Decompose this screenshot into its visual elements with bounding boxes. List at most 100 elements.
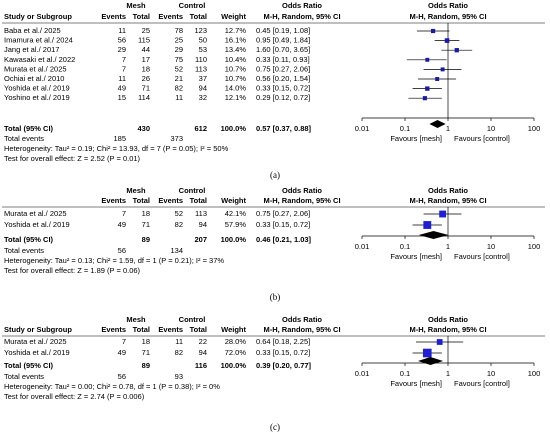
mesh-events: 7 <box>122 337 126 346</box>
header: Events <box>101 12 126 21</box>
header: Mesh <box>126 315 146 324</box>
study-name: Yoshida et al./ 2019 <box>4 84 70 93</box>
weight: 16.1% <box>225 36 247 45</box>
mesh-total: 18 <box>142 337 150 346</box>
events-control: 373 <box>170 134 183 143</box>
control-events: 82 <box>175 220 183 229</box>
control-events: 21 <box>175 74 183 83</box>
total-name: Total (95% CI) <box>4 361 54 370</box>
mesh-events: 15 <box>118 93 126 102</box>
events-mesh: 185 <box>113 134 126 143</box>
mesh-events: 7 <box>122 209 126 218</box>
total-weight: 100.0% <box>221 361 247 370</box>
header: Control <box>179 315 206 324</box>
estimate: 0.33 [0.15, 0.72] <box>256 348 310 357</box>
or-square <box>430 28 436 34</box>
study-name: Ochiai et al./ 2010 <box>4 74 64 83</box>
study-name: Murata et al./ 2025 <box>4 337 67 346</box>
x-tick-label: 0.1 <box>400 242 410 251</box>
estimate: 0.45 [0.19, 1.08] <box>256 26 310 35</box>
total-mesh: 89 <box>142 235 150 244</box>
header: Study or Subgroup <box>4 325 72 334</box>
events-control: 134 <box>170 246 183 255</box>
estimate: 0.29 [0.12, 0.72] <box>256 93 310 102</box>
mesh-events: 49 <box>118 84 126 93</box>
mesh-events: 11 <box>118 26 126 35</box>
mesh-total: 18 <box>142 64 150 73</box>
study-name: Murata et al./ 2025 <box>4 64 67 73</box>
header: Study or Subgroup <box>4 12 72 21</box>
x-tick-label: 1 <box>446 124 450 133</box>
or-square <box>439 210 447 218</box>
header: Events <box>158 325 183 334</box>
header: M-H, Random, 95% CI <box>263 325 340 334</box>
weight: 28.0% <box>225 337 247 346</box>
heterogeneity: Heterogeneity: Tau² = 0.00; Chi² = 0.78,… <box>4 382 220 391</box>
or-square <box>423 221 432 229</box>
events-control: 93 <box>175 372 183 381</box>
total-control: 612 <box>194 124 207 133</box>
control-total: 94 <box>199 220 207 229</box>
favours-left: Favours [mesh] <box>390 252 442 261</box>
weight: 12.1% <box>225 93 247 102</box>
header: Odds Ratio <box>428 1 468 10</box>
estimate: 0.75 [0.27, 2.06] <box>256 64 310 73</box>
total-estimate: 0.46 [0.21, 1.03] <box>256 235 312 244</box>
mesh-events: 11 <box>118 74 126 83</box>
control-events: 11 <box>175 337 183 346</box>
control-total: 94 <box>199 348 207 357</box>
control-total: 113 <box>195 64 207 73</box>
estimate: 0.56 [0.20, 1.54] <box>256 74 310 83</box>
weight: 13.4% <box>225 45 247 54</box>
header: Odds Ratio <box>282 315 322 324</box>
mesh-total: 18 <box>142 209 150 218</box>
mesh-total: 25 <box>142 26 150 35</box>
estimate: 0.33 [0.15, 0.72] <box>256 220 310 229</box>
header: Total <box>133 325 150 334</box>
or-square <box>422 96 427 101</box>
header: Odds Ratio <box>282 1 322 10</box>
header: Odds Ratio <box>282 186 322 195</box>
estimate: 0.33 [0.11, 0.93] <box>256 55 310 64</box>
header: M-H, Random, 95% CI <box>263 196 340 205</box>
total-events: Total events <box>4 134 44 143</box>
heterogeneity: Heterogeneity: Tau² = 0.19; Chi² = 13.93… <box>4 144 229 153</box>
events-mesh: 56 <box>118 246 126 255</box>
header: Control <box>179 186 206 195</box>
study-name: Kawasaki et al./ 2022 <box>4 55 75 64</box>
events-mesh: 56 <box>118 372 126 381</box>
heterogeneity: Heterogeneity: Tau² = 0.13; Chi² = 1.59,… <box>4 256 224 265</box>
total-name: Total (95% CI) <box>4 124 54 133</box>
or-square <box>425 86 430 91</box>
mesh-events: 56 <box>118 36 126 45</box>
favours-right: Favours [control] <box>454 252 510 261</box>
control-events: 82 <box>175 348 183 357</box>
favours-right: Favours [control] <box>454 379 510 388</box>
header: Events <box>158 12 183 21</box>
header: Odds Ratio <box>428 315 468 324</box>
or-square <box>444 38 450 43</box>
pooled-diamond <box>429 120 446 128</box>
x-tick-label: 10 <box>487 124 495 133</box>
control-events: 52 <box>175 209 183 218</box>
total-mesh: 89 <box>142 361 150 370</box>
header: M-H, Random, 95% CI <box>409 325 486 334</box>
control-events: 11 <box>175 93 183 102</box>
favours-left: Favours [mesh] <box>390 379 442 388</box>
mesh-events: 7 <box>122 55 126 64</box>
panel-label: (a) <box>270 170 280 180</box>
control-events: 82 <box>175 84 183 93</box>
mesh-events: 49 <box>118 220 126 229</box>
control-total: 113 <box>195 209 207 218</box>
x-tick-label: 0.1 <box>400 124 410 133</box>
x-tick-label: 0.1 <box>400 369 410 378</box>
control-total: 22 <box>199 337 207 346</box>
header: M-H, Random, 95% CI <box>409 196 486 205</box>
control-events: 78 <box>175 26 183 35</box>
mesh-total: 26 <box>142 74 150 83</box>
x-tick-label: 0.01 <box>355 242 370 251</box>
study-name: Jang et al./ 2017 <box>4 45 59 54</box>
x-tick-label: 10 <box>487 369 495 378</box>
header: Weight <box>221 12 246 21</box>
mesh-total: 114 <box>138 93 150 102</box>
